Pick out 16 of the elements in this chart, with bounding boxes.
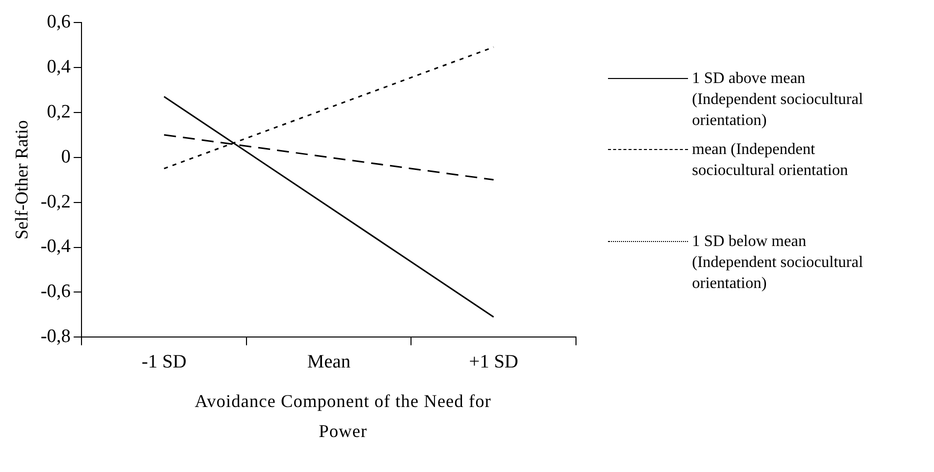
x-tick-label: -1 SD	[142, 352, 186, 373]
x-tick-label: Mean	[307, 352, 351, 373]
legend-label: mean (Independent sociocultural orientation	[692, 140, 849, 181]
y-tick-label: 0,2	[46, 101, 71, 122]
y-tick-label: 0	[61, 146, 71, 168]
y-axis-title: Self-Other Ratio	[12, 120, 32, 240]
y-tick-label: 0,4	[46, 56, 72, 78]
y-tick-label: -0,4	[40, 236, 72, 258]
y-tick-label: -0,8	[40, 326, 71, 348]
legend-label: 1 SD below mean (Independent sociocultural orientation)	[692, 232, 864, 294]
legend-label: 1 SD above mean (Independent sociocultural orientation)	[692, 69, 864, 131]
x-axis-title: Avoidance Component of the Need for Power	[194, 390, 492, 443]
y-tick-label: -0,2	[40, 191, 71, 212]
y-tick-label: 0,6	[46, 11, 71, 32]
y-tick-label: -0,6	[40, 281, 71, 302]
x-tick-label: +1 SD	[468, 352, 518, 373]
